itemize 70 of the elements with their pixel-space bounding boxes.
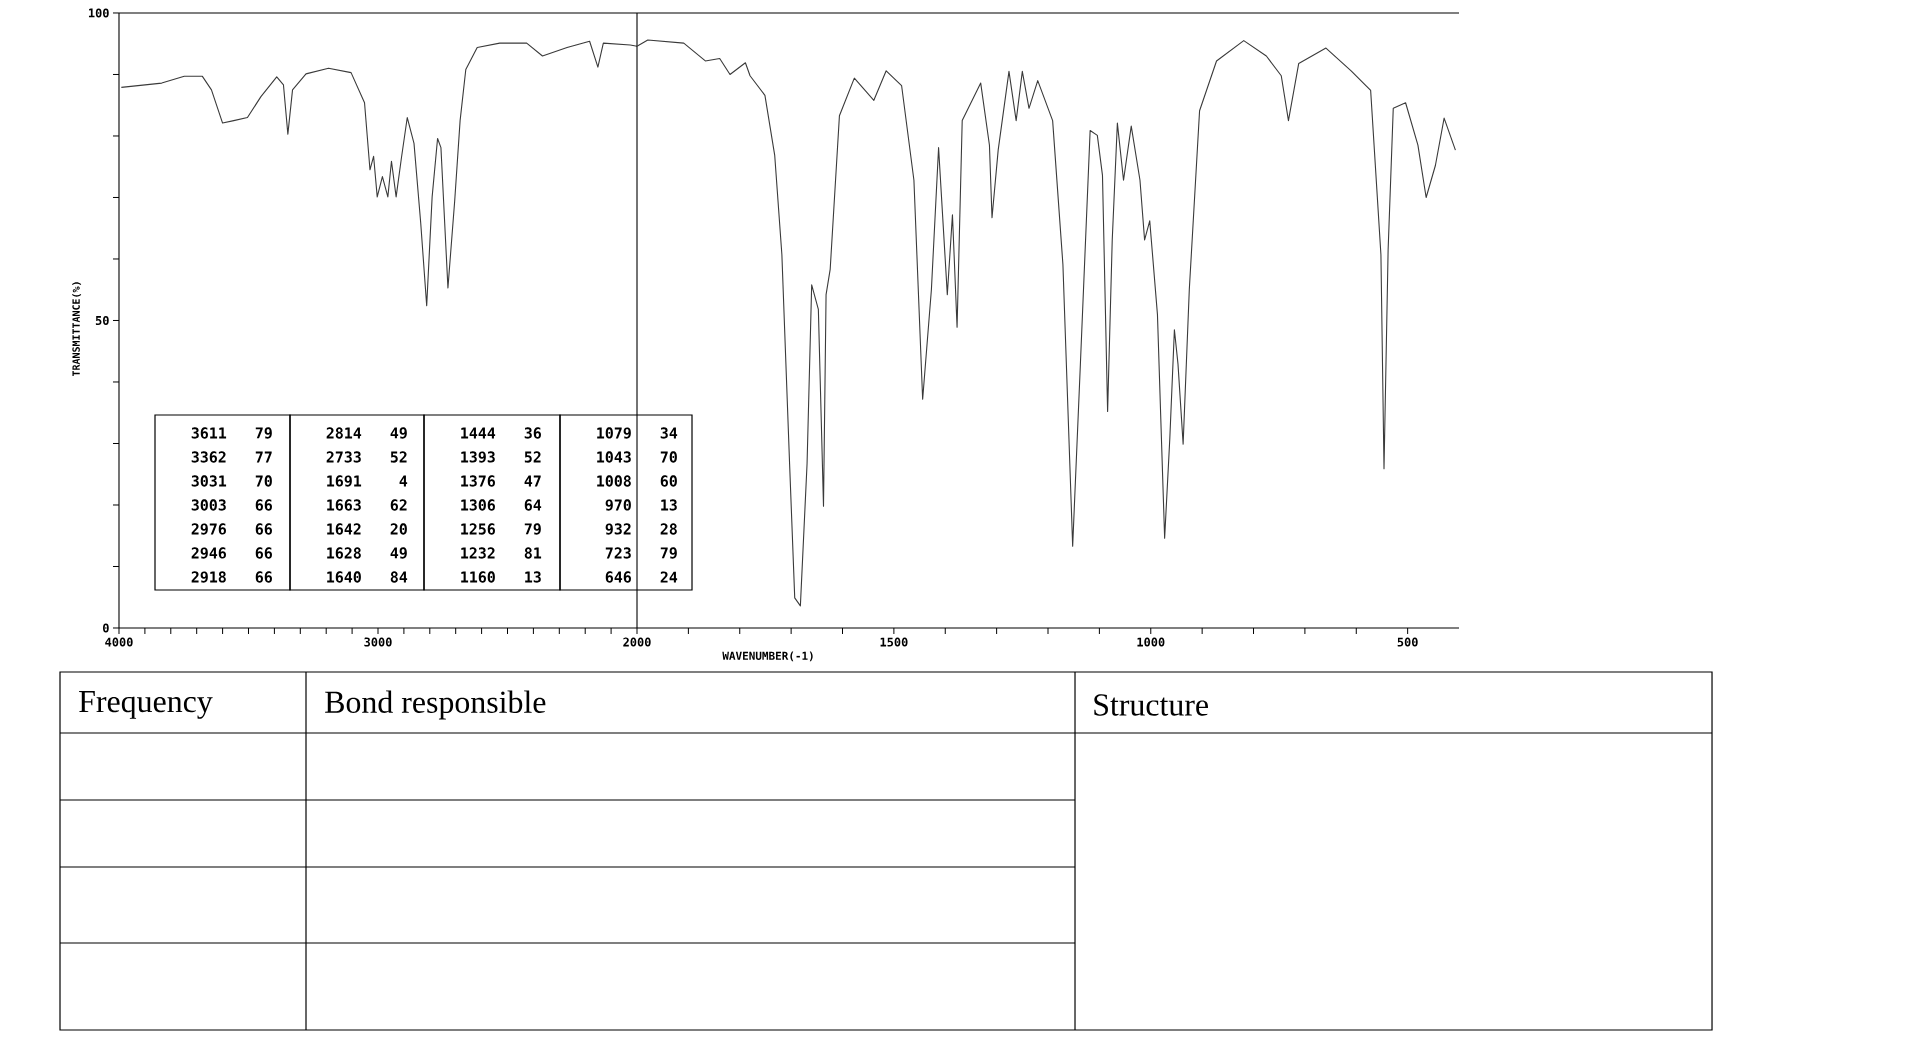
x-tick-label: 500 <box>1397 637 1418 647</box>
y-tick-label: 0 <box>103 623 109 633</box>
annotation: 66 <box>255 499 272 511</box>
annotation: 49 <box>390 427 407 439</box>
annotation: 723 <box>605 547 631 559</box>
annotation: 66 <box>255 571 272 583</box>
annotation: 79 <box>255 427 272 439</box>
annotation: 2733 <box>326 451 361 463</box>
annotation: 3003 <box>191 499 226 511</box>
annotation: 70 <box>660 451 677 463</box>
text: Structure <box>1094 694 1208 716</box>
annotation: 66 <box>255 547 272 559</box>
annotation: 1079 <box>597 427 631 439</box>
annotation: 28 <box>660 523 677 535</box>
annotation: 1008 <box>597 475 631 487</box>
annotation: 20 <box>390 523 407 535</box>
annotation: 1640 <box>327 571 361 583</box>
annotation: 3031 <box>191 475 227 487</box>
x-tick-label: 1000 <box>1137 637 1165 647</box>
text: Frequency <box>79 691 213 719</box>
y-tick-label: 50 <box>95 315 109 326</box>
x-tick-label: 1500 <box>880 637 908 647</box>
annotation: 81 <box>524 547 542 559</box>
annotation: 1306 <box>461 499 495 511</box>
annotation: 1160 <box>461 571 495 583</box>
annotation: 79 <box>660 547 677 559</box>
annotation: 13 <box>525 571 541 583</box>
annotation: 52 <box>524 451 541 463</box>
x-tick-label: 2000 <box>623 637 651 647</box>
x-axis-title: WAVENUMBER(-1) <box>722 651 813 662</box>
annotation: 66 <box>255 523 272 535</box>
annotation: 2946 <box>191 547 226 559</box>
annotation: 3611 <box>191 427 227 439</box>
annotation: 52 <box>390 451 407 463</box>
annotation: 1663 <box>327 499 361 511</box>
annotation: 1376 <box>461 475 495 487</box>
annotation: 70 <box>255 475 272 487</box>
annotation: 1628 <box>327 547 361 559</box>
annotation: 79 <box>524 523 541 535</box>
annotation: 3362 <box>191 451 226 463</box>
annotation: 84 <box>390 571 408 583</box>
annotation: 1642 <box>327 523 361 535</box>
annotation: 646 <box>605 571 631 583</box>
annotation: 932 <box>605 523 631 535</box>
annotation: 77 <box>255 451 272 463</box>
y-tick-label: 100 <box>88 8 109 18</box>
annotation: 1393 <box>461 451 495 463</box>
annotation: 4 <box>399 475 408 487</box>
annotation: 1444 <box>461 427 496 439</box>
y-axis-title: TRANSMITTANCE(%) <box>72 282 82 377</box>
annotation: 2814 <box>326 427 362 439</box>
annotation: 2976 <box>191 523 226 535</box>
annotation: 34 <box>660 427 678 439</box>
annotation: 1232 <box>461 547 495 559</box>
annotation: 24 <box>660 571 678 583</box>
annotation: 970 <box>605 499 631 511</box>
annotation: 2918 <box>191 571 226 583</box>
annotation: 1256 <box>461 523 495 535</box>
annotation: 60 <box>660 475 677 487</box>
annotation: 47 <box>524 475 541 487</box>
annotation: 64 <box>524 499 542 511</box>
text: Bond responsible <box>325 690 546 720</box>
annotation: 1043 <box>597 451 631 463</box>
annotation: 62 <box>390 499 407 511</box>
annotation: 1691 <box>327 475 362 487</box>
annotation: 49 <box>390 547 407 559</box>
annotation: 36 <box>524 427 541 439</box>
x-tick-label: 4000 <box>105 637 133 647</box>
x-tick-label: 3000 <box>364 637 392 647</box>
annotation: 13 <box>661 499 677 511</box>
